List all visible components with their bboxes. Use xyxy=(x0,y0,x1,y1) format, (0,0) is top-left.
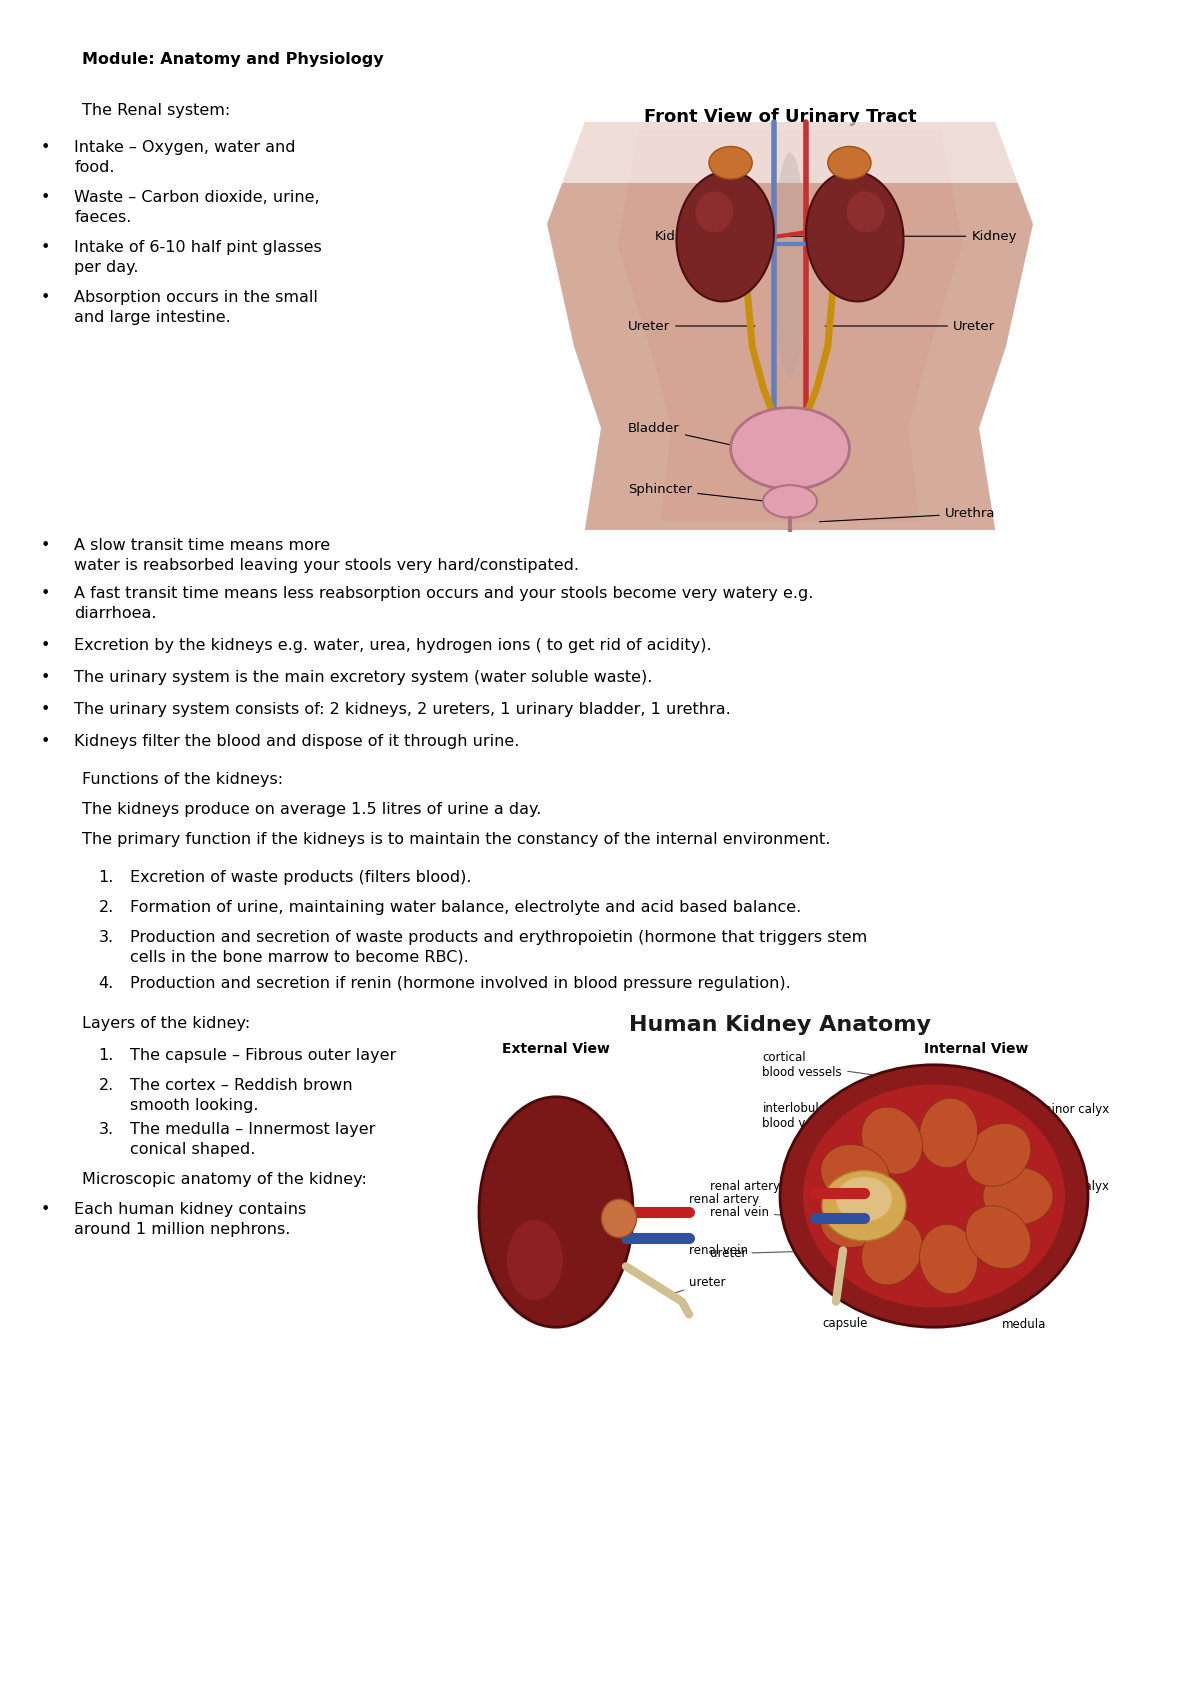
Text: A slow transit time means more
water is reabsorbed leaving your stools very hard: A slow transit time means more water is … xyxy=(74,538,580,574)
Text: Production and secretion if renin (hormone involved in blood pressure regulation: Production and secretion if renin (hormo… xyxy=(130,976,791,991)
Text: cortical
blood vessels: cortical blood vessels xyxy=(762,1050,889,1079)
Text: Intake of 6-10 half pint glasses
per day.: Intake of 6-10 half pint glasses per day… xyxy=(74,239,322,275)
Ellipse shape xyxy=(821,1144,889,1203)
Text: Microscopic anatomy of the kidney:: Microscopic anatomy of the kidney: xyxy=(82,1173,366,1186)
Ellipse shape xyxy=(966,1123,1031,1186)
Ellipse shape xyxy=(966,1205,1031,1269)
Text: Ureter: Ureter xyxy=(628,319,755,333)
Ellipse shape xyxy=(677,171,774,302)
Text: The kidneys produce on average 1.5 litres of urine a day.: The kidneys produce on average 1.5 litre… xyxy=(82,803,541,816)
Text: Kidney: Kidney xyxy=(655,229,815,243)
Bar xyxy=(520,122,1060,183)
Text: renal vein: renal vein xyxy=(710,1205,827,1218)
Text: Each human kidney contains
around 1 million nephrons.: Each human kidney contains around 1 mill… xyxy=(74,1201,307,1237)
Text: Production and secretion of waste products and erythropoietin (hormone that trig: Production and secretion of waste produc… xyxy=(130,930,866,966)
Text: Kidney: Kidney xyxy=(884,229,1016,243)
Text: The capsule – Fibrous outer layer: The capsule – Fibrous outer layer xyxy=(130,1049,396,1062)
Text: Urethra: Urethra xyxy=(820,507,995,521)
Text: The urinary system is the main excretory system (water soluble waste).: The urinary system is the main excretory… xyxy=(74,670,653,686)
Text: The primary function if the kidneys is to maintain the constancy of the internal: The primary function if the kidneys is t… xyxy=(82,832,830,847)
Ellipse shape xyxy=(983,1168,1054,1225)
Ellipse shape xyxy=(822,1171,906,1241)
Text: •: • xyxy=(41,1201,50,1217)
Ellipse shape xyxy=(780,1064,1088,1327)
Text: Sphincter: Sphincter xyxy=(628,482,766,501)
Text: •: • xyxy=(41,139,50,154)
Text: Kidneys filter the blood and dispose of it through urine.: Kidneys filter the blood and dispose of … xyxy=(74,735,520,748)
Polygon shape xyxy=(617,131,962,523)
Text: 2.: 2. xyxy=(98,1078,114,1093)
Text: Intake – Oxygen, water and
food.: Intake – Oxygen, water and food. xyxy=(74,139,296,175)
Text: renal vein: renal vein xyxy=(656,1239,748,1257)
Text: •: • xyxy=(41,638,50,653)
Text: Bladder: Bladder xyxy=(628,421,744,448)
Text: major calyx: major calyx xyxy=(1040,1179,1109,1193)
Text: The Renal system:: The Renal system: xyxy=(82,104,230,119)
Text: •: • xyxy=(41,290,50,305)
Text: interlobular
blood vessels: interlobular blood vessels xyxy=(762,1101,875,1130)
Text: 1.: 1. xyxy=(98,871,114,886)
Text: Waste – Carbon dioxide, urine,
faeces.: Waste – Carbon dioxide, urine, faeces. xyxy=(74,190,320,224)
Text: External View: External View xyxy=(502,1042,610,1056)
Ellipse shape xyxy=(763,485,817,518)
Text: Absorption occurs in the small
and large intestine.: Absorption occurs in the small and large… xyxy=(74,290,318,324)
Text: A fast transit time means less reabsorption occurs and your stools become very w: A fast transit time means less reabsorpt… xyxy=(74,585,814,621)
Text: Formation of urine, maintaining water balance, electrolyte and acid based balanc: Formation of urine, maintaining water ba… xyxy=(130,899,800,915)
Text: Module: Anatomy and Physiology: Module: Anatomy and Physiology xyxy=(82,53,383,66)
Text: renal artery: renal artery xyxy=(656,1193,760,1218)
Text: Human Kidney Anatomy: Human Kidney Anatomy xyxy=(629,1015,931,1035)
Text: Front View of Urinary Tract: Front View of Urinary Tract xyxy=(643,109,917,126)
Text: The urinary system consists of: 2 kidneys, 2 ureters, 1 urinary bladder, 1 ureth: The urinary system consists of: 2 kidney… xyxy=(74,703,731,718)
Ellipse shape xyxy=(479,1096,634,1327)
Ellipse shape xyxy=(696,192,733,232)
Text: •: • xyxy=(41,703,50,718)
Text: Internal View: Internal View xyxy=(924,1042,1028,1056)
Ellipse shape xyxy=(836,1176,892,1222)
Ellipse shape xyxy=(919,1224,978,1293)
Text: ureter: ureter xyxy=(671,1276,726,1295)
Ellipse shape xyxy=(508,1220,563,1300)
Text: The medulla – Innermost layer
conical shaped.: The medulla – Innermost layer conical sh… xyxy=(130,1122,374,1157)
Ellipse shape xyxy=(828,146,871,180)
Text: capsule: capsule xyxy=(822,1308,889,1330)
Text: The cortex – Reddish brown
smooth looking.: The cortex – Reddish brown smooth lookin… xyxy=(130,1078,353,1113)
Ellipse shape xyxy=(601,1200,636,1237)
Text: •: • xyxy=(41,670,50,686)
Polygon shape xyxy=(547,122,1033,529)
Text: •: • xyxy=(41,585,50,601)
Ellipse shape xyxy=(806,171,904,302)
Text: 1.: 1. xyxy=(98,1049,114,1062)
Ellipse shape xyxy=(847,192,884,232)
Text: renal artery: renal artery xyxy=(710,1179,827,1193)
Text: minor calyx: minor calyx xyxy=(1032,1103,1109,1117)
Ellipse shape xyxy=(731,407,850,489)
Text: medula: medula xyxy=(979,1308,1046,1330)
Ellipse shape xyxy=(862,1106,923,1174)
Text: 4.: 4. xyxy=(98,976,114,991)
Ellipse shape xyxy=(709,146,752,180)
Ellipse shape xyxy=(774,153,806,377)
Text: Excretion by the kidneys e.g. water, urea, hydrogen ions ( to get rid of acidity: Excretion by the kidneys e.g. water, ure… xyxy=(74,638,712,653)
Text: Ureter: Ureter xyxy=(826,319,995,333)
Text: Excretion of waste products (filters blood).: Excretion of waste products (filters blo… xyxy=(130,871,472,886)
Text: •: • xyxy=(41,735,50,748)
Ellipse shape xyxy=(803,1084,1064,1307)
Text: 3.: 3. xyxy=(98,930,114,945)
Text: ureter: ureter xyxy=(710,1247,833,1261)
Text: •: • xyxy=(41,190,50,205)
Text: 2.: 2. xyxy=(98,899,114,915)
Ellipse shape xyxy=(919,1098,978,1168)
Text: Layers of the kidney:: Layers of the kidney: xyxy=(82,1017,250,1032)
Text: •: • xyxy=(41,538,50,553)
Ellipse shape xyxy=(821,1188,889,1247)
Text: Functions of the kidneys:: Functions of the kidneys: xyxy=(82,772,283,787)
Text: •: • xyxy=(41,239,50,255)
Ellipse shape xyxy=(862,1218,923,1285)
Text: 3.: 3. xyxy=(98,1122,114,1137)
